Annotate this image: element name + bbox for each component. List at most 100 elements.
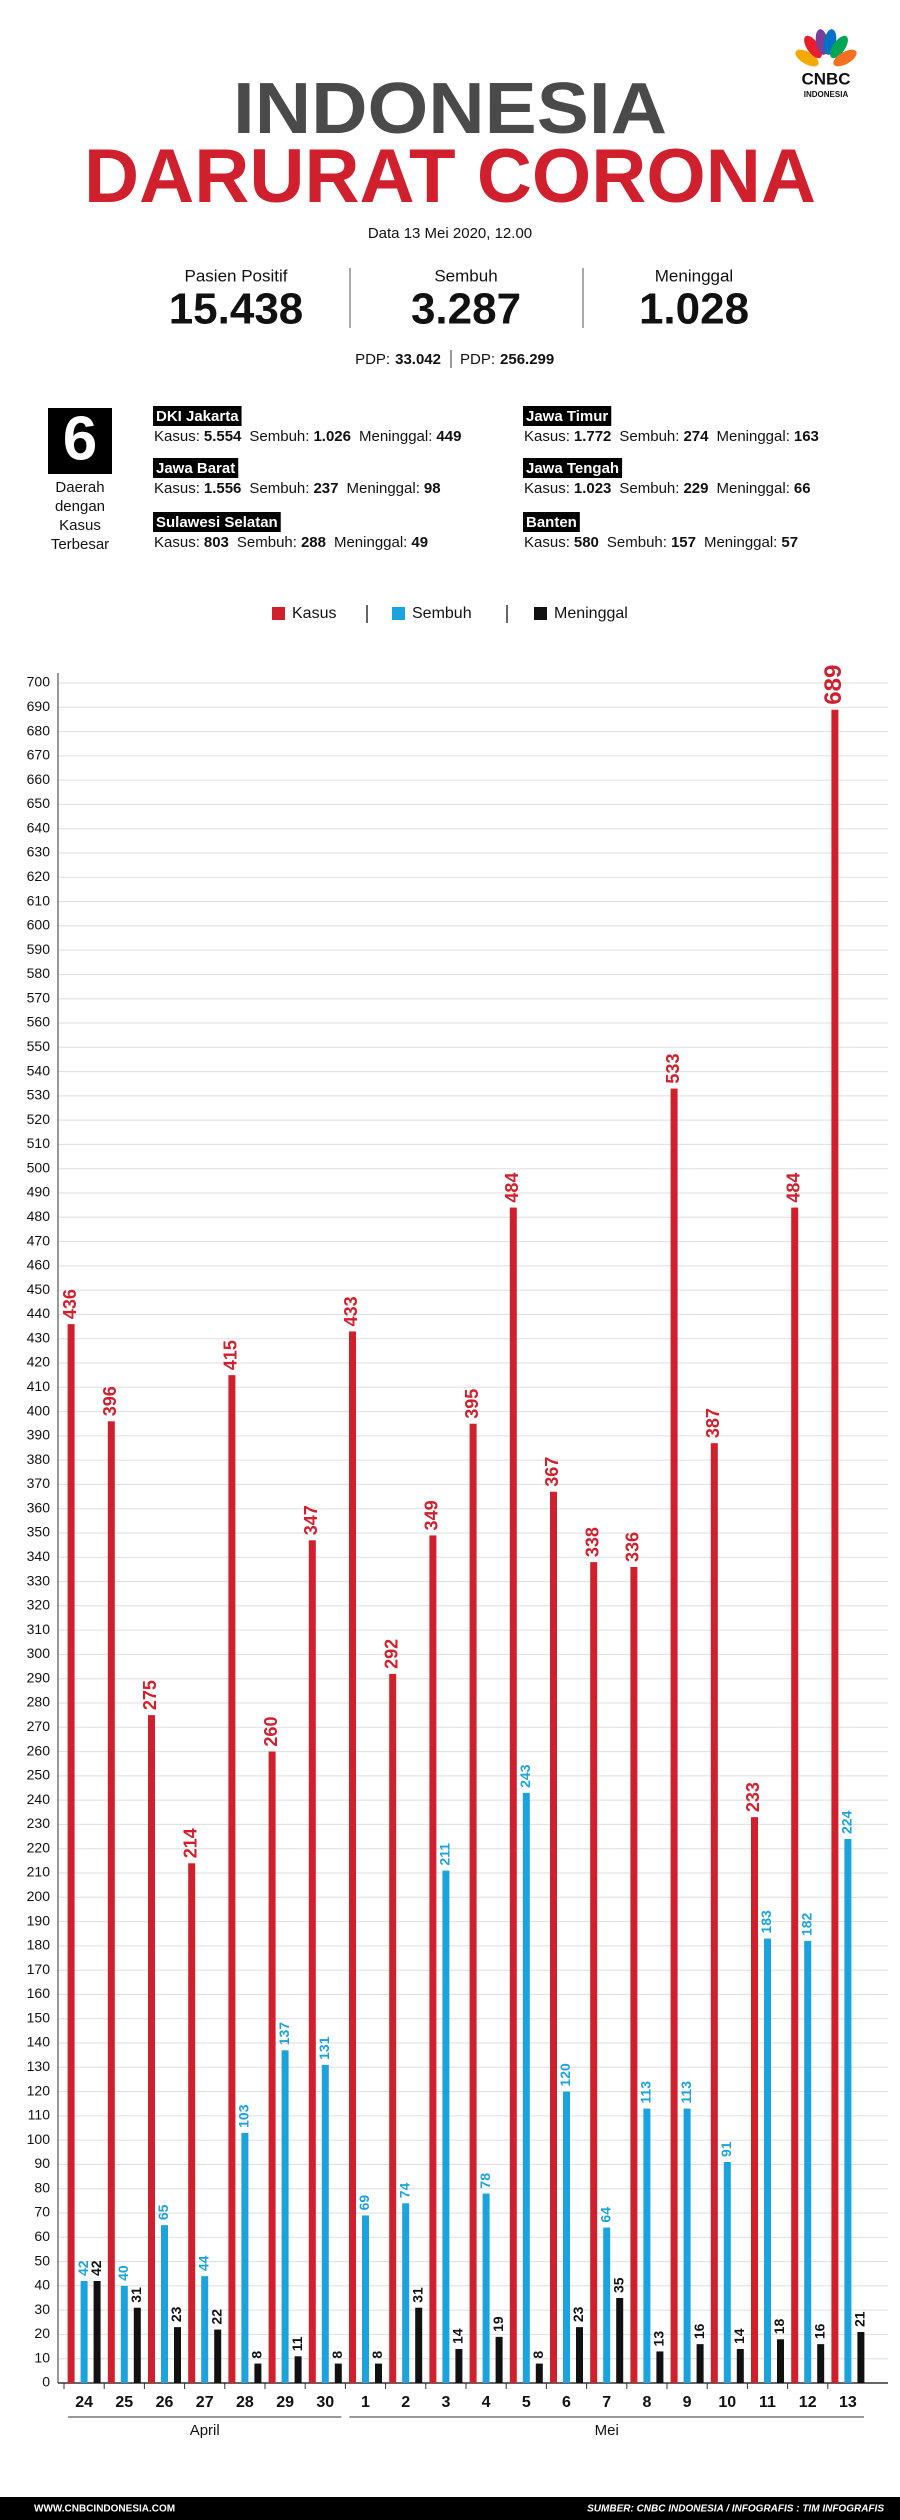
y-tick-label: 620: [27, 868, 51, 884]
value-label: 8: [530, 2351, 546, 2359]
region-name-box: [523, 512, 580, 532]
stat-label: Meninggal: [655, 266, 733, 285]
bar: [161, 2225, 168, 2383]
y-tick-label: 120: [27, 2082, 51, 2098]
region-detail-label: Meninggal:: [704, 534, 777, 551]
y-tick-label: 520: [27, 1111, 51, 1127]
value-label: 14: [450, 2328, 466, 2344]
stat-value: 3.287: [411, 285, 521, 334]
y-tick-label: 700: [27, 674, 51, 690]
value-label: 16: [811, 2323, 827, 2339]
y-tick-label: 0: [42, 2374, 50, 2390]
value-label: 91: [718, 2141, 734, 2157]
value-label: 78: [477, 2173, 493, 2189]
bar: [576, 2327, 583, 2383]
bar: [321, 2064, 329, 2383]
bar: [174, 2327, 181, 2383]
value-label: 484: [502, 1173, 522, 1203]
stat-value: 15.438: [169, 285, 304, 334]
bar: [630, 1567, 638, 2383]
y-tick-label: 340: [27, 1548, 51, 1564]
x-tick-label: 28: [236, 2394, 254, 2411]
region-detail: Kasus: 1.556 Sembuh: 237 Meninggal: 98: [154, 480, 441, 497]
region-detail-label: Meninggal:: [334, 534, 407, 551]
region-detail-value: 57: [781, 534, 798, 551]
logo-subtext: INDONESIA: [804, 90, 849, 99]
region-detail-value: 5.554: [204, 428, 242, 445]
value-label: 396: [100, 1386, 120, 1416]
value-label: 214: [180, 1828, 200, 1858]
legend-swatch: [392, 607, 405, 620]
region-caption: Daerah: [55, 479, 104, 496]
region-detail-label: Sembuh:: [237, 534, 297, 551]
y-tick-label: 20: [34, 2325, 50, 2341]
y-tick-label: 390: [27, 1427, 51, 1443]
value-label: 22: [208, 2309, 224, 2325]
bar: [844, 1839, 852, 2383]
bar: [334, 2363, 342, 2383]
y-tick-label: 60: [34, 2228, 50, 2244]
value-label: 113: [678, 2081, 694, 2104]
value-label: 292: [381, 1639, 401, 1669]
x-tick-label: 9: [683, 2394, 692, 2411]
footer-source: SUMBER: CNBC INDONESIA / INFOGRAFIS : TI…: [587, 2504, 884, 2515]
region-detail-label: Meninggal:: [359, 428, 432, 445]
region-detail: Kasus: 5.554 Sembuh: 1.026 Meninggal: 449: [154, 428, 461, 445]
logo-feather: [833, 49, 857, 67]
y-tick-label: 400: [27, 1402, 51, 1418]
y-tick-label: 640: [27, 819, 51, 835]
region-detail-label: Kasus:: [524, 480, 570, 497]
value-label: 16: [691, 2323, 707, 2339]
value-label: 65: [155, 2204, 171, 2220]
value-label: 436: [60, 1289, 80, 1319]
value-label: 11: [289, 2336, 305, 2351]
bar: [563, 2091, 570, 2383]
value-label: 64: [597, 2207, 613, 2223]
logo-feather: [830, 35, 848, 59]
x-tick-label: 12: [799, 2394, 817, 2411]
region-count: 6: [63, 404, 97, 473]
logo-text: CNBC: [801, 69, 850, 88]
y-tick-label: 170: [27, 1961, 51, 1977]
bar: [643, 2108, 651, 2383]
bar: [764, 1938, 771, 2383]
x-tick-label: 7: [602, 2394, 611, 2411]
value-label: 484: [783, 1173, 803, 1203]
value-label: 137: [276, 2022, 292, 2046]
region-detail-value: 1.556: [204, 480, 242, 497]
bar: [656, 2351, 664, 2383]
x-tick-label: 1: [361, 2394, 370, 2411]
value-label: 23: [168, 2306, 184, 2322]
bar: [590, 1562, 598, 2383]
region-detail-value: 98: [424, 480, 441, 497]
bar: [254, 2363, 262, 2383]
bar: [831, 709, 839, 2383]
region-caption: Terbesar: [51, 536, 109, 553]
bar: [375, 2363, 382, 2383]
region-name: Jawa Barat: [156, 460, 235, 477]
region-name-box: [153, 406, 242, 426]
y-tick-label: 290: [27, 1669, 51, 1685]
x-tick-label: 13: [839, 2394, 857, 2411]
pdp-label: PDP:: [460, 351, 495, 368]
bar: [791, 1207, 799, 2383]
y-tick-label: 590: [27, 941, 51, 957]
x-tick-label: 3: [441, 2394, 450, 2411]
stat-value: 1.028: [639, 285, 749, 334]
y-tick-label: 240: [27, 1791, 51, 1807]
value-label: 367: [542, 1457, 562, 1487]
y-tick-label: 80: [34, 2179, 50, 2195]
y-tick-label: 260: [27, 1742, 51, 1758]
y-tick-label: 660: [27, 771, 51, 787]
x-tick-label: 29: [276, 2394, 294, 2411]
bar: [495, 2336, 503, 2383]
title-line1: INDONESIA: [233, 69, 667, 149]
y-tick-label: 310: [27, 1621, 51, 1637]
footer-website: WWW.CNBCINDONESIA.COM: [34, 2504, 175, 2515]
y-tick-label: 680: [27, 722, 51, 738]
y-tick-label: 320: [27, 1597, 51, 1613]
value-label: 42: [75, 2260, 91, 2276]
y-tick-label: 370: [27, 1475, 51, 1491]
y-tick-label: 150: [27, 2009, 51, 2025]
